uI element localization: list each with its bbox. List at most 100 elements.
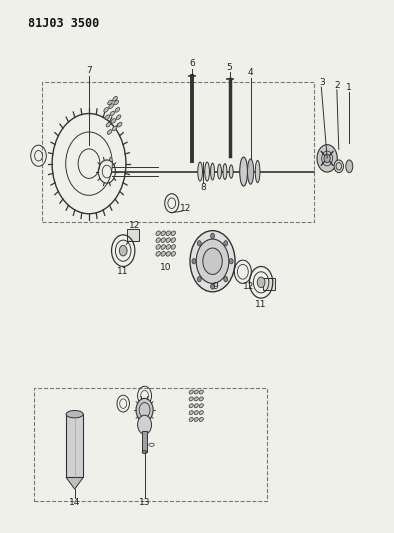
Circle shape: [224, 241, 228, 246]
Ellipse shape: [161, 231, 165, 236]
Text: 6: 6: [189, 60, 195, 68]
Ellipse shape: [66, 410, 83, 418]
Bar: [142, 431, 147, 452]
Text: 8: 8: [200, 183, 206, 192]
Ellipse shape: [112, 126, 117, 131]
Circle shape: [224, 277, 228, 282]
Circle shape: [334, 160, 344, 173]
Text: 9: 9: [213, 282, 219, 291]
Text: 12: 12: [180, 204, 191, 213]
Ellipse shape: [161, 238, 165, 243]
Ellipse shape: [189, 397, 193, 401]
Circle shape: [196, 239, 229, 284]
Ellipse shape: [107, 130, 112, 134]
Text: 11: 11: [255, 300, 267, 309]
Text: 5: 5: [227, 63, 232, 72]
Text: 12: 12: [243, 281, 254, 290]
Ellipse shape: [117, 122, 122, 127]
Text: 10: 10: [160, 263, 172, 272]
Ellipse shape: [161, 252, 165, 256]
Text: 1: 1: [346, 83, 352, 92]
Circle shape: [203, 248, 222, 274]
Text: 14: 14: [69, 498, 80, 507]
Ellipse shape: [108, 100, 112, 105]
Bar: [42, 82, 314, 222]
Ellipse shape: [255, 160, 260, 183]
Circle shape: [257, 277, 265, 288]
Ellipse shape: [199, 403, 203, 408]
Ellipse shape: [104, 108, 108, 112]
Ellipse shape: [142, 450, 147, 454]
Circle shape: [136, 398, 153, 422]
Circle shape: [190, 231, 235, 292]
Ellipse shape: [189, 417, 193, 422]
Ellipse shape: [198, 162, 203, 181]
Ellipse shape: [156, 231, 160, 236]
Ellipse shape: [199, 410, 203, 415]
Bar: [34, 388, 267, 501]
Ellipse shape: [116, 115, 121, 119]
Ellipse shape: [194, 403, 198, 408]
Ellipse shape: [194, 417, 198, 422]
Ellipse shape: [111, 118, 116, 123]
Ellipse shape: [346, 160, 353, 173]
Circle shape: [324, 154, 330, 163]
Text: 7: 7: [86, 66, 92, 75]
Bar: [127, 229, 139, 241]
Ellipse shape: [247, 159, 254, 184]
Ellipse shape: [156, 252, 160, 256]
Circle shape: [197, 241, 201, 246]
Ellipse shape: [113, 96, 117, 101]
Circle shape: [211, 284, 214, 289]
Circle shape: [192, 259, 196, 264]
Ellipse shape: [211, 163, 214, 180]
Ellipse shape: [189, 410, 193, 415]
Ellipse shape: [189, 403, 193, 408]
Text: 3: 3: [319, 78, 325, 87]
Ellipse shape: [166, 231, 171, 236]
Ellipse shape: [189, 390, 193, 394]
Text: 4: 4: [248, 68, 253, 77]
Circle shape: [317, 144, 337, 172]
Ellipse shape: [166, 252, 171, 256]
Ellipse shape: [171, 252, 175, 256]
Ellipse shape: [194, 410, 198, 415]
Circle shape: [229, 259, 233, 264]
Ellipse shape: [114, 100, 119, 105]
Ellipse shape: [229, 165, 233, 178]
Text: 81J03 3500: 81J03 3500: [28, 18, 99, 30]
Ellipse shape: [166, 245, 171, 249]
Ellipse shape: [161, 245, 165, 249]
Ellipse shape: [106, 122, 111, 127]
Ellipse shape: [240, 157, 247, 186]
Circle shape: [197, 277, 201, 282]
Text: 11: 11: [117, 267, 129, 276]
Ellipse shape: [199, 390, 203, 394]
Polygon shape: [66, 478, 83, 489]
Ellipse shape: [171, 245, 175, 249]
Circle shape: [211, 233, 214, 239]
Ellipse shape: [171, 231, 175, 236]
Ellipse shape: [205, 162, 210, 181]
Ellipse shape: [199, 397, 203, 401]
Text: 13: 13: [139, 498, 150, 507]
Circle shape: [138, 415, 152, 434]
Ellipse shape: [171, 238, 175, 243]
Bar: [263, 278, 275, 290]
Ellipse shape: [194, 397, 198, 401]
Ellipse shape: [115, 108, 120, 112]
Ellipse shape: [109, 104, 113, 109]
Ellipse shape: [199, 417, 203, 422]
Ellipse shape: [223, 164, 227, 180]
Ellipse shape: [156, 245, 160, 249]
Text: 2: 2: [334, 80, 340, 90]
Bar: [66, 414, 83, 478]
Ellipse shape: [156, 238, 160, 243]
Ellipse shape: [194, 390, 198, 394]
Ellipse shape: [166, 238, 171, 243]
Ellipse shape: [105, 115, 110, 119]
Circle shape: [119, 245, 127, 256]
Ellipse shape: [217, 164, 221, 179]
Ellipse shape: [110, 111, 115, 116]
Text: 12: 12: [129, 221, 141, 230]
